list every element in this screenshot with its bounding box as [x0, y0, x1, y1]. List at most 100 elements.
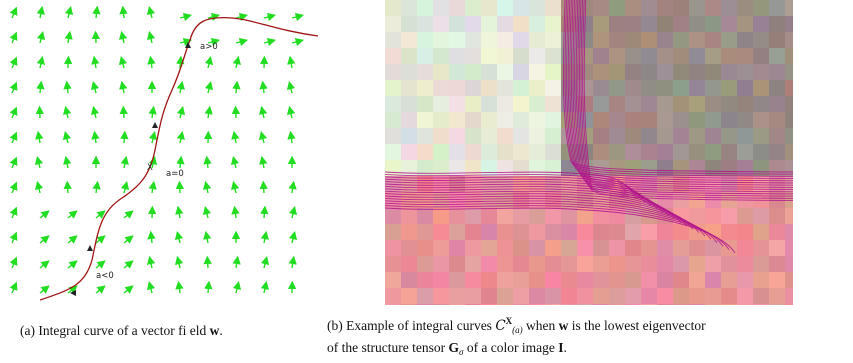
image-pixel [577, 288, 593, 304]
caption-b-when: when [522, 318, 559, 333]
image-pixel [545, 32, 561, 48]
image-pixel [545, 96, 561, 112]
field-arrow [67, 285, 78, 294]
image-pixel [673, 224, 689, 240]
field-arrow [63, 155, 72, 169]
field-arrow [9, 131, 18, 144]
field-arrow [286, 80, 296, 94]
image-pixel [529, 256, 545, 272]
field-arrow [176, 80, 185, 94]
field-arrow [67, 260, 78, 269]
image-pixel [721, 32, 737, 48]
image-pixel [449, 64, 465, 80]
field-arrow [39, 210, 50, 219]
integral-curve-vertical [583, 0, 794, 202]
field-arrow [67, 235, 78, 244]
image-pixel [417, 240, 433, 256]
image-pixel [545, 224, 561, 240]
image-pixel [465, 208, 481, 224]
image-pixel [497, 224, 513, 240]
image-pixel [401, 256, 417, 272]
image-pixel [545, 144, 561, 160]
image-pixel [465, 304, 481, 320]
image-pixel [545, 48, 561, 64]
image-pixel [737, 32, 753, 48]
image-pixel [433, 304, 449, 320]
vector-field-plot: a>0 X a=0 a<0 [9, 5, 319, 301]
integral-curve-vertical [577, 0, 794, 193]
image-pixel [609, 288, 625, 304]
image-pixel [401, 128, 417, 144]
image-pixel [753, 272, 769, 288]
field-arrow [95, 235, 106, 244]
image-pixel [753, 224, 769, 240]
image-pixel [449, 224, 465, 240]
image-pixel [609, 0, 625, 16]
image-pixel [545, 16, 561, 32]
image-pixel [721, 112, 737, 128]
image-pixel [481, 288, 497, 304]
field-arrow [64, 5, 74, 19]
image-pixel [593, 48, 609, 64]
field-arrow [260, 230, 269, 244]
image-pixel [497, 64, 513, 80]
integral-curve [39, 16, 319, 301]
image-pixel [785, 144, 801, 160]
image-pixel [753, 0, 769, 16]
image-pixel [753, 16, 769, 32]
caption-b-colorimage: of a color image [463, 340, 559, 355]
image-pixel [753, 288, 769, 304]
image-pixel [513, 64, 529, 80]
field-arrow [92, 180, 101, 194]
field-arrow [204, 105, 213, 119]
image-pixel [433, 0, 449, 16]
field-arrow [90, 80, 100, 94]
image-pixel [737, 64, 753, 80]
image-pixel [721, 96, 737, 112]
image-pixel [625, 128, 641, 144]
field-arrow [288, 205, 298, 219]
image-pixel [593, 224, 609, 240]
image-pixel [449, 272, 465, 288]
field-arrow [232, 280, 242, 294]
image-pixel [609, 112, 625, 128]
field-arrow [119, 5, 128, 19]
image-pixel [385, 304, 401, 320]
image-pixel [465, 96, 481, 112]
image-pixel [417, 32, 433, 48]
image-pixel [785, 208, 801, 224]
field-arrow [203, 180, 212, 194]
image-pixel [625, 272, 641, 288]
image-pixel [465, 288, 481, 304]
image-pixel [593, 304, 609, 320]
field-arrow [36, 55, 45, 69]
image-pixel [753, 144, 769, 160]
image-pixel [497, 240, 513, 256]
image-pixel [673, 0, 689, 16]
field-arrow [39, 260, 50, 269]
image-pixel [417, 160, 433, 176]
integral-curve-horizontal [384, 183, 676, 220]
image-pixel [721, 160, 737, 176]
image-pixel [689, 112, 705, 128]
structure-tensor-figure [384, 0, 801, 320]
image-pixel [561, 224, 577, 240]
caption-b-symbol-a: (a) [512, 325, 523, 335]
image-pixel [593, 256, 609, 272]
field-arrow [260, 255, 270, 269]
field-arrow [291, 37, 305, 47]
image-pixel [593, 64, 609, 80]
image-pixel [529, 144, 545, 160]
field-arrow [207, 37, 221, 47]
image-pixel [481, 144, 497, 160]
image-pixel [625, 48, 641, 64]
image-pixel [641, 0, 657, 16]
image-pixel [609, 304, 625, 320]
image-pixel [705, 64, 721, 80]
integral-curve-horizontal [384, 190, 694, 230]
field-arrow [148, 155, 158, 169]
field-arrow [120, 155, 129, 169]
image-pixel [737, 16, 753, 32]
image-pixel [385, 64, 401, 80]
image-pixel [641, 160, 657, 176]
